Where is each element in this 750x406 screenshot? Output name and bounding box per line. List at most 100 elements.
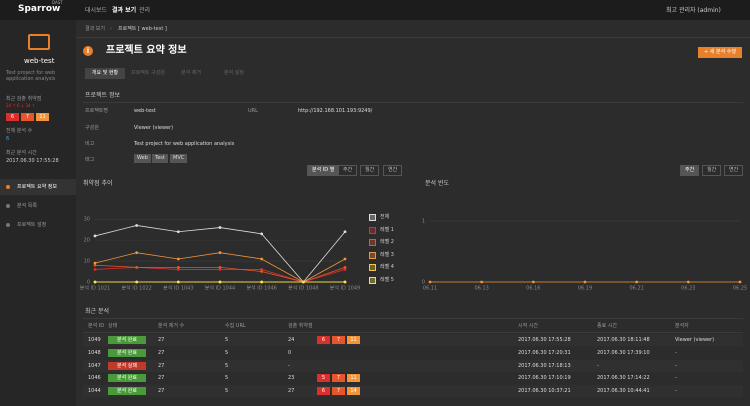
x-tick-label: 06.11 <box>423 286 437 292</box>
tab[interactable]: 분석 제거 <box>181 70 201 76</box>
tab[interactable]: 프로젝트 구성원 <box>131 70 165 76</box>
cell: 27 <box>158 349 165 356</box>
legend-label[interactable]: 레벨 2 <box>380 239 394 245</box>
menu-active <box>0 179 76 195</box>
table-header: 시작 시간 <box>518 323 538 329</box>
level-badge: 7 <box>21 113 34 121</box>
nav-item[interactable]: 관리 <box>139 7 151 14</box>
cell: - <box>675 362 677 369</box>
data-point <box>218 268 222 271</box>
menu-dot <box>6 185 10 189</box>
data-point <box>260 232 264 236</box>
tag: MVC <box>170 154 188 163</box>
level-badge: 11 <box>347 336 360 344</box>
legend-label[interactable]: 레벨 3 <box>380 251 394 258</box>
data-point <box>583 280 587 284</box>
x-tick-label: 06.21 <box>630 286 644 292</box>
data-point <box>176 257 180 261</box>
label: 최근 검출 취약점 <box>6 96 42 102</box>
menu-dot <box>6 223 10 227</box>
data-point <box>301 280 305 284</box>
cell: 5 <box>225 375 229 382</box>
status-badge: 분석 완료 <box>108 348 146 357</box>
menu-item[interactable]: 분석 목록 <box>17 203 37 209</box>
legend-checkbox <box>369 214 376 221</box>
data-point <box>176 265 180 269</box>
logo: Sparrow <box>18 4 61 14</box>
cell: 1044 <box>88 388 101 395</box>
section-title: 최근 분석 <box>85 308 109 315</box>
section-title: 프로젝트 정보 <box>85 92 121 99</box>
menu-item[interactable]: 프로젝트 요약 정보 <box>17 184 57 190</box>
chart-button[interactable]: 연간 <box>383 165 403 176</box>
breadcrumb[interactable]: 결과 보기 <box>85 26 105 32</box>
x-tick-label: 분석 ID 1046 <box>246 285 276 292</box>
chart-button[interactable]: 월간 <box>360 165 380 176</box>
level-badge: 7 <box>332 387 345 396</box>
data-point <box>343 230 347 234</box>
field-label: URL <box>248 108 258 114</box>
menu-item[interactable]: 프로젝트 설정 <box>17 222 47 228</box>
legend-label[interactable]: 레벨 5 <box>380 276 394 283</box>
y-tick-label: 30 <box>84 217 90 223</box>
trend: 24 ↑ 6 ↓ 34 ↑ <box>6 103 36 108</box>
cell: Viewer (viewer) <box>675 337 715 343</box>
project-name: web-test <box>24 57 55 65</box>
user-name[interactable]: 최고 관리자 (admin) <box>666 7 721 14</box>
table-header: 분석 제거 수 <box>158 323 185 329</box>
x-tick-label: 분석 ID 1049 <box>330 285 360 292</box>
tab[interactable]: 개요 및 현황 <box>85 68 125 79</box>
level-badge: 11 <box>347 374 360 383</box>
data-point <box>93 263 97 267</box>
status-badge: 분석 완료 <box>108 374 146 383</box>
data-point <box>738 280 742 284</box>
data-point <box>135 224 139 227</box>
chart-button[interactable]: 월간 <box>702 165 722 176</box>
legend-label[interactable]: 레벨 1 <box>380 226 394 233</box>
level-badge: 6 <box>317 387 330 396</box>
field-value: Viewer (viewer) <box>134 125 174 131</box>
data-point <box>260 270 264 273</box>
data-point <box>218 226 222 229</box>
header-line <box>83 332 743 333</box>
chart-button[interactable]: 주간 <box>680 165 700 176</box>
menu-dot <box>6 204 10 208</box>
legend-label[interactable]: 전체 <box>380 214 390 220</box>
chart-button[interactable]: 연간 <box>724 165 744 176</box>
data-point <box>218 251 222 255</box>
cell: 24 <box>288 337 295 343</box>
legend-label[interactable]: 레벨 4 <box>380 264 394 270</box>
nav-item[interactable]: 대시보드 <box>85 7 108 14</box>
x-tick-label: 분석 ID 1043 <box>163 285 193 292</box>
level-badge: 6 <box>317 336 330 344</box>
field-label: 구성원 <box>85 125 99 131</box>
status-badge: 분석 완료 <box>108 336 146 344</box>
level-badge: 14 <box>347 387 360 396</box>
breadcrumb-sep: › <box>110 26 112 32</box>
data-point <box>635 280 639 284</box>
data-point <box>135 251 139 255</box>
table-header: 분석자 <box>675 323 689 329</box>
legend-checkbox <box>369 276 376 284</box>
cell: 27 <box>158 362 165 369</box>
y-tick-label: 0 <box>87 280 90 286</box>
data-point <box>176 280 180 284</box>
legend-checkbox <box>369 226 376 234</box>
field-value: http://192.168.101.193:9249/ <box>298 108 373 114</box>
cell: 2017.06.30 17:14:22 <box>597 375 650 382</box>
cell: 1047 <box>88 362 101 369</box>
cell: 2017.06.30 18:11:48 <box>597 337 650 343</box>
chart-button[interactable]: 주간 <box>338 165 358 176</box>
data-point <box>135 280 139 284</box>
cell: 5 <box>225 362 229 369</box>
data-point <box>686 280 690 284</box>
new-analysis-button[interactable]: + 새 분석 수행 <box>698 47 742 58</box>
data-point <box>260 257 264 261</box>
y-tick-label: 0 <box>422 280 425 286</box>
field-value: web-test <box>134 108 156 114</box>
cell: 5 <box>225 388 229 395</box>
tab[interactable]: 분석 설정 <box>224 70 244 76</box>
cell: 27 <box>288 388 295 395</box>
nav-item[interactable]: 결과 보기 <box>112 7 137 14</box>
sidebar <box>0 20 76 406</box>
